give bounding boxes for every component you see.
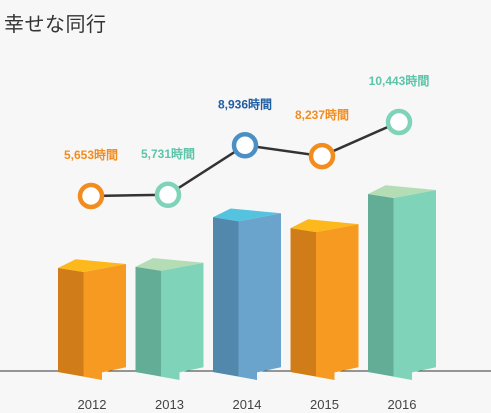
bar-2016 (368, 185, 436, 380)
data-label-2014: 8,936時間 (218, 96, 272, 111)
bar-side-2016 (368, 194, 394, 377)
bar-side-2012 (58, 268, 84, 377)
data-point-2016 (385, 108, 413, 136)
x-tick-label-2015: 2015 (310, 397, 339, 412)
bar-2013 (135, 257, 204, 380)
bar-side-2013 (135, 266, 162, 377)
x-tick-label-2013: 2013 (155, 397, 184, 412)
bar-right-2013 (161, 262, 204, 377)
bar-side-2015 (290, 228, 317, 377)
x-tick-label-2014: 2014 (233, 397, 262, 412)
page-title: 幸せな同行 (4, 12, 107, 36)
bar-2014 (213, 208, 281, 380)
data-point-2015 (308, 142, 336, 170)
bar-top-2015 (290, 219, 359, 233)
bar-right-2014 (238, 213, 281, 377)
bar-side-2014 (213, 217, 239, 377)
bar-right-2012 (83, 264, 126, 377)
bar-right-2015 (316, 224, 359, 377)
data-point-2014 (231, 132, 259, 159)
data-label-2016: 10,443時間 (369, 73, 430, 88)
bar-2015 (290, 219, 359, 380)
x-tick-label-2012: 2012 (78, 397, 107, 412)
bar-right-2016 (393, 190, 436, 377)
bar-top-2016 (368, 185, 436, 198)
bar-top-2013 (135, 257, 204, 271)
data-label-2013: 5,731時間 (141, 146, 195, 161)
bar-top-2014 (213, 208, 281, 222)
data-label-2015: 8,237時間 (295, 107, 349, 122)
bar-2012 (58, 259, 126, 380)
bar-top-2012 (58, 259, 126, 272)
data-point-2012 (77, 182, 105, 210)
data-point-2013 (154, 181, 182, 209)
x-tick-label-2016: 2016 (388, 397, 417, 412)
data-label-2012: 5,653時間 (64, 147, 118, 162)
